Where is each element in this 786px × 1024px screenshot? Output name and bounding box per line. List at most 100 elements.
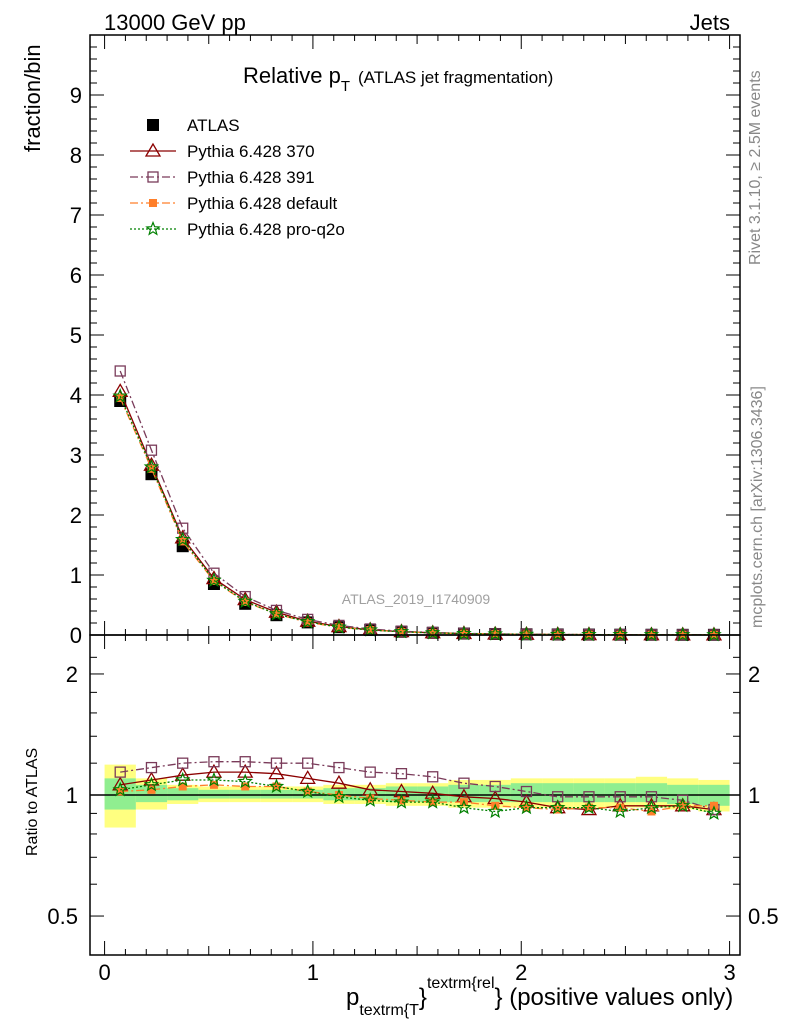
- ratio-data-point: [208, 756, 220, 768]
- y-tick-label: 4: [70, 383, 82, 408]
- ratio-data-point: [174, 766, 191, 781]
- data-point: [706, 626, 722, 642]
- ratio-data-point: [143, 771, 160, 786]
- ratio-data-point: [647, 807, 656, 816]
- ratio-data-point: [706, 805, 722, 821]
- plot-title-suffix: (ATLAS jet fragmentation): [358, 68, 553, 87]
- header-left: 13000 GeV pp: [104, 10, 246, 35]
- ratio-series-line: [120, 784, 714, 813]
- legend-label: ATLAS: [187, 116, 240, 135]
- ratio-data-point: [616, 803, 625, 812]
- ratio-data-point: [239, 756, 251, 768]
- ratio-data-point: [147, 785, 156, 794]
- ratio-data-point: [674, 797, 691, 813]
- legend-marker: [149, 199, 157, 207]
- ratio-data-point: [206, 771, 222, 787]
- ratio-data-point: [424, 793, 441, 809]
- data-point: [174, 531, 191, 547]
- data-point: [299, 613, 316, 629]
- data-point: [237, 593, 253, 609]
- data-point: [491, 630, 500, 639]
- data-point: [549, 626, 566, 642]
- ratio-series-3: [112, 771, 722, 821]
- y-axis-label-ratio: Ratio to ATLAS: [24, 748, 41, 856]
- ratio-data-point: [366, 794, 375, 803]
- ratio-data-point: [489, 780, 501, 793]
- data-point: [116, 394, 125, 402]
- x-tick-label: 1: [307, 960, 319, 985]
- ratio-data-point: [612, 803, 628, 819]
- ratio-data-point: [518, 799, 535, 815]
- ratio-data-point: [116, 787, 125, 796]
- ratio-data-point: [177, 757, 189, 769]
- plot-title-main: Relative p: [243, 63, 341, 88]
- data-point: [331, 619, 347, 634]
- ratio-data-point: [333, 761, 345, 774]
- plot-title: Relative pT (ATLAS jet fragmentation): [243, 63, 553, 95]
- ratio-data-point: [549, 799, 566, 815]
- ratio-data-point: [174, 771, 191, 787]
- legend-label: Pythia 6.428 391: [187, 168, 315, 187]
- data-point: [272, 610, 281, 618]
- uncertainty-band-inner: [604, 783, 636, 803]
- ratio-data-point: [334, 791, 343, 799]
- data-point: [366, 626, 375, 635]
- ratio-data-point: [114, 766, 126, 778]
- data-point: [145, 444, 158, 456]
- legend-label: Pythia 6.428 370: [187, 142, 315, 161]
- x-tick-label: 3: [723, 960, 735, 985]
- ratio-data-point: [458, 777, 470, 789]
- uncertainty-band-inner: [635, 783, 668, 803]
- x-axis-label: ptextrm{T}textrm{rel} (positive values o…: [346, 975, 733, 1019]
- data-point: [112, 388, 128, 403]
- rivet-label: Rivet 3.1.10, ≥ 2.5M events: [747, 70, 764, 265]
- ratio-data-point: [302, 757, 314, 769]
- y-tick-label: 7: [70, 203, 82, 228]
- uncertainty-band-inner: [260, 789, 293, 799]
- ratio-y-tick-label: 1: [66, 783, 78, 808]
- data-point: [581, 626, 597, 642]
- ratio-data-point: [362, 792, 378, 807]
- x-axis-label-sup: textrm{rel: [427, 975, 495, 992]
- ratio-data-point: [456, 799, 472, 815]
- ratio-data-point: [395, 768, 408, 780]
- legend-marker: [144, 142, 162, 157]
- mcplots-label: mcplots.cern.ch [arXiv:1306.3436]: [749, 386, 766, 628]
- legend-label: Pythia 6.428 default: [187, 194, 338, 213]
- ratio-data-point: [643, 799, 660, 815]
- ratio-data-point: [330, 774, 348, 789]
- ratio-data-point: [487, 803, 503, 819]
- ratio-plot: 0.5 0.5 1 1 2 2 0 1 2 3: [47, 634, 779, 985]
- legend-item: ATLAS: [147, 116, 240, 135]
- data-point: [178, 537, 187, 546]
- ratio-data-point: [584, 803, 593, 812]
- ratio-data-point: [237, 773, 253, 789]
- data-point: [303, 618, 312, 627]
- ratio-y-tick-label-right: 1: [748, 783, 760, 808]
- ratio-data-point: [112, 781, 128, 797]
- legend-item: Pythia 6.428 391: [130, 168, 315, 187]
- y-tick-label: 3: [70, 443, 82, 468]
- x-tick-label: 0: [98, 960, 110, 985]
- x-axis-label-main: p: [346, 984, 359, 1011]
- ratio-data-point: [205, 763, 223, 778]
- data-point: [674, 626, 691, 642]
- header-right: Jets: [690, 10, 730, 35]
- ratio-data-point: [331, 788, 347, 804]
- series-line: [119, 395, 714, 636]
- data-point: [114, 365, 126, 377]
- x-axis-label-close: }: [419, 984, 427, 1011]
- uncertainty-band-inner: [510, 783, 543, 803]
- uncertainty-band-inner: [573, 783, 605, 803]
- ratio-y-tick-label: 2: [66, 662, 78, 687]
- y-axis-label-main: fraction/bin: [20, 44, 45, 152]
- data-point: [206, 572, 222, 588]
- ratio-data-point: [553, 805, 562, 814]
- ratio-data-point: [397, 796, 406, 805]
- legend: ATLAS Pythia 6.428 370 Pythia 6.428 391 Pyt…: [130, 116, 345, 239]
- ratio-data-point: [270, 757, 283, 769]
- ratio-y-tick-label: 0.5: [47, 904, 78, 929]
- y-tick-label: 2: [70, 503, 82, 528]
- data-point: [612, 626, 628, 642]
